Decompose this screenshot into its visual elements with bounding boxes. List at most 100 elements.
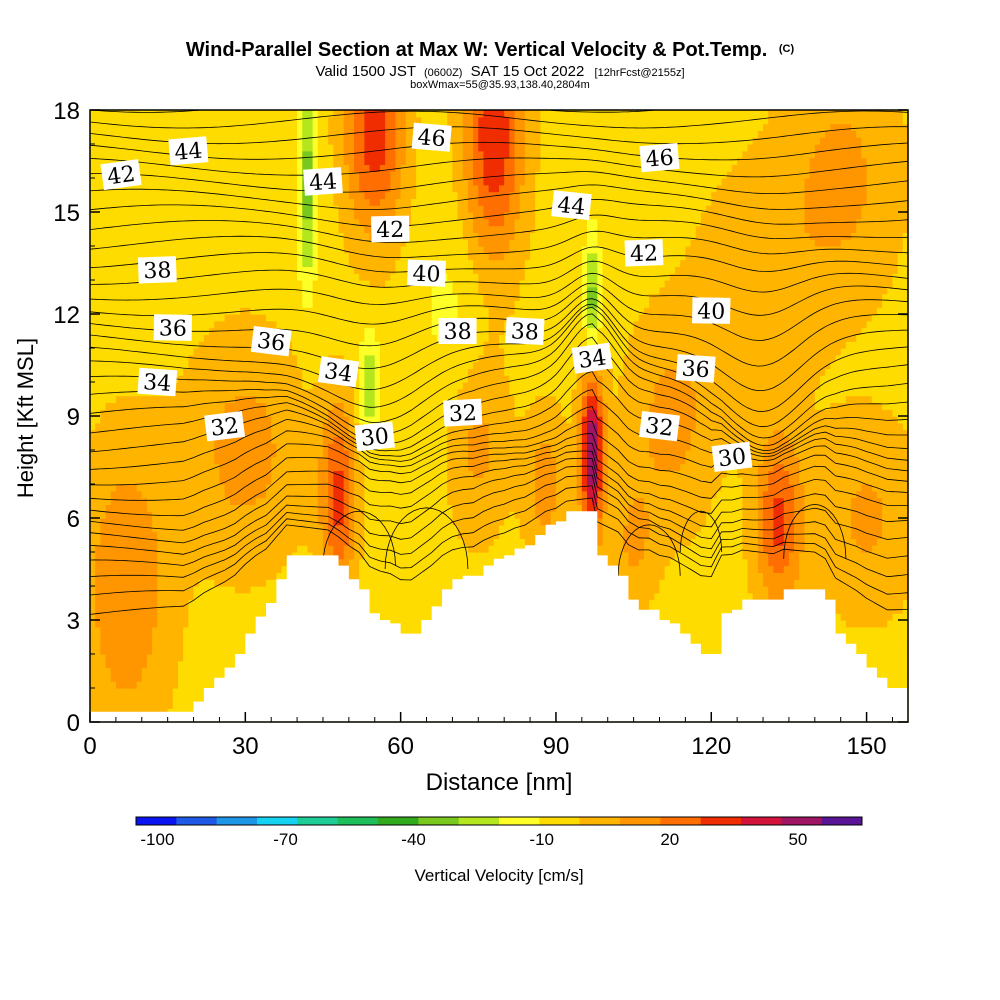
w-cell (255, 184, 262, 193)
w-cell (266, 157, 272, 165)
w-cell (374, 538, 381, 546)
w-cell (157, 416, 164, 424)
w-cell (141, 592, 148, 601)
w-cell (245, 572, 252, 580)
w-cell (172, 640, 179, 648)
w-cell (178, 633, 184, 641)
w-cell (110, 409, 117, 417)
w-cell (359, 456, 365, 465)
w-cell (255, 300, 262, 308)
w-cell (162, 674, 169, 682)
w-cell (312, 157, 319, 165)
w-cell (348, 395, 355, 403)
w-cell (343, 524, 350, 533)
w-cell (348, 116, 355, 125)
w-cell (131, 701, 138, 709)
w-cell (255, 144, 262, 152)
w-cell (157, 613, 164, 621)
w-cell (100, 205, 107, 213)
w-cell (162, 293, 169, 301)
w-cell (338, 456, 345, 465)
w-cell (369, 280, 376, 288)
w-cell (198, 443, 205, 451)
w-cell (260, 552, 267, 560)
w-cell (141, 402, 148, 410)
w-cell (141, 436, 148, 444)
w-cell (343, 341, 350, 349)
w-cell (219, 620, 226, 628)
w-cell (297, 130, 303, 138)
w-cell (115, 307, 122, 315)
w-cell (271, 293, 277, 301)
w-cell (131, 463, 138, 471)
w-cell (214, 565, 221, 573)
w-cell (322, 198, 329, 206)
w-cell (214, 280, 221, 288)
w-cell (224, 178, 231, 186)
w-cell (90, 674, 96, 682)
w-cell (317, 273, 324, 281)
w-cell (224, 307, 231, 315)
w-cell (266, 293, 272, 301)
w-cell (276, 456, 283, 465)
w-cell (224, 164, 231, 172)
w-cell (276, 246, 283, 254)
w-cell (266, 198, 272, 206)
w-cell (374, 470, 381, 478)
w-cell (110, 150, 117, 159)
w-cell (126, 375, 133, 383)
w-cell (266, 416, 272, 424)
w-cell (193, 218, 200, 227)
w-cell (245, 518, 252, 526)
w-cell (193, 416, 200, 424)
w-cell (188, 116, 195, 125)
w-cell (297, 416, 303, 424)
w-cell (266, 239, 272, 247)
w-cell (131, 518, 138, 526)
w-cell (115, 667, 122, 675)
w-cell (95, 470, 101, 478)
w-cell (167, 545, 174, 553)
w-cell (203, 273, 210, 281)
w-cell (234, 327, 241, 335)
w-cell (245, 620, 252, 628)
w-cell (250, 626, 257, 635)
w-cell (307, 395, 314, 403)
w-cell (369, 586, 376, 594)
w-cell (172, 354, 179, 363)
w-cell (105, 273, 112, 281)
w-cell (146, 320, 153, 329)
w-cell (121, 654, 127, 662)
w-cell (90, 137, 96, 145)
w-cell (281, 504, 288, 512)
w-cell (115, 531, 122, 539)
w-cell (90, 531, 96, 539)
w-cell (162, 184, 169, 193)
w-cell (193, 320, 200, 329)
w-cell (219, 300, 226, 308)
w-cell (271, 395, 277, 403)
w-cell (141, 688, 148, 696)
w-cell (307, 361, 314, 369)
w-cell (307, 259, 314, 267)
w-cell (136, 232, 143, 240)
w-cell (188, 477, 195, 485)
w-cell (348, 422, 355, 431)
w-cell (354, 402, 360, 410)
w-cell (110, 273, 117, 281)
w-cell (307, 409, 314, 417)
w-cell (348, 239, 355, 247)
w-cell (136, 252, 143, 261)
w-cell (95, 395, 101, 403)
w-cell (100, 422, 107, 431)
w-cell (146, 552, 153, 560)
w-cell (312, 416, 319, 424)
w-cell (188, 232, 195, 240)
w-cell (214, 524, 221, 533)
w-cell (307, 314, 314, 322)
w-cell (178, 293, 184, 301)
w-cell (224, 456, 231, 465)
w-cell (121, 334, 127, 342)
w-cell (343, 116, 350, 125)
w-cell (281, 416, 288, 424)
